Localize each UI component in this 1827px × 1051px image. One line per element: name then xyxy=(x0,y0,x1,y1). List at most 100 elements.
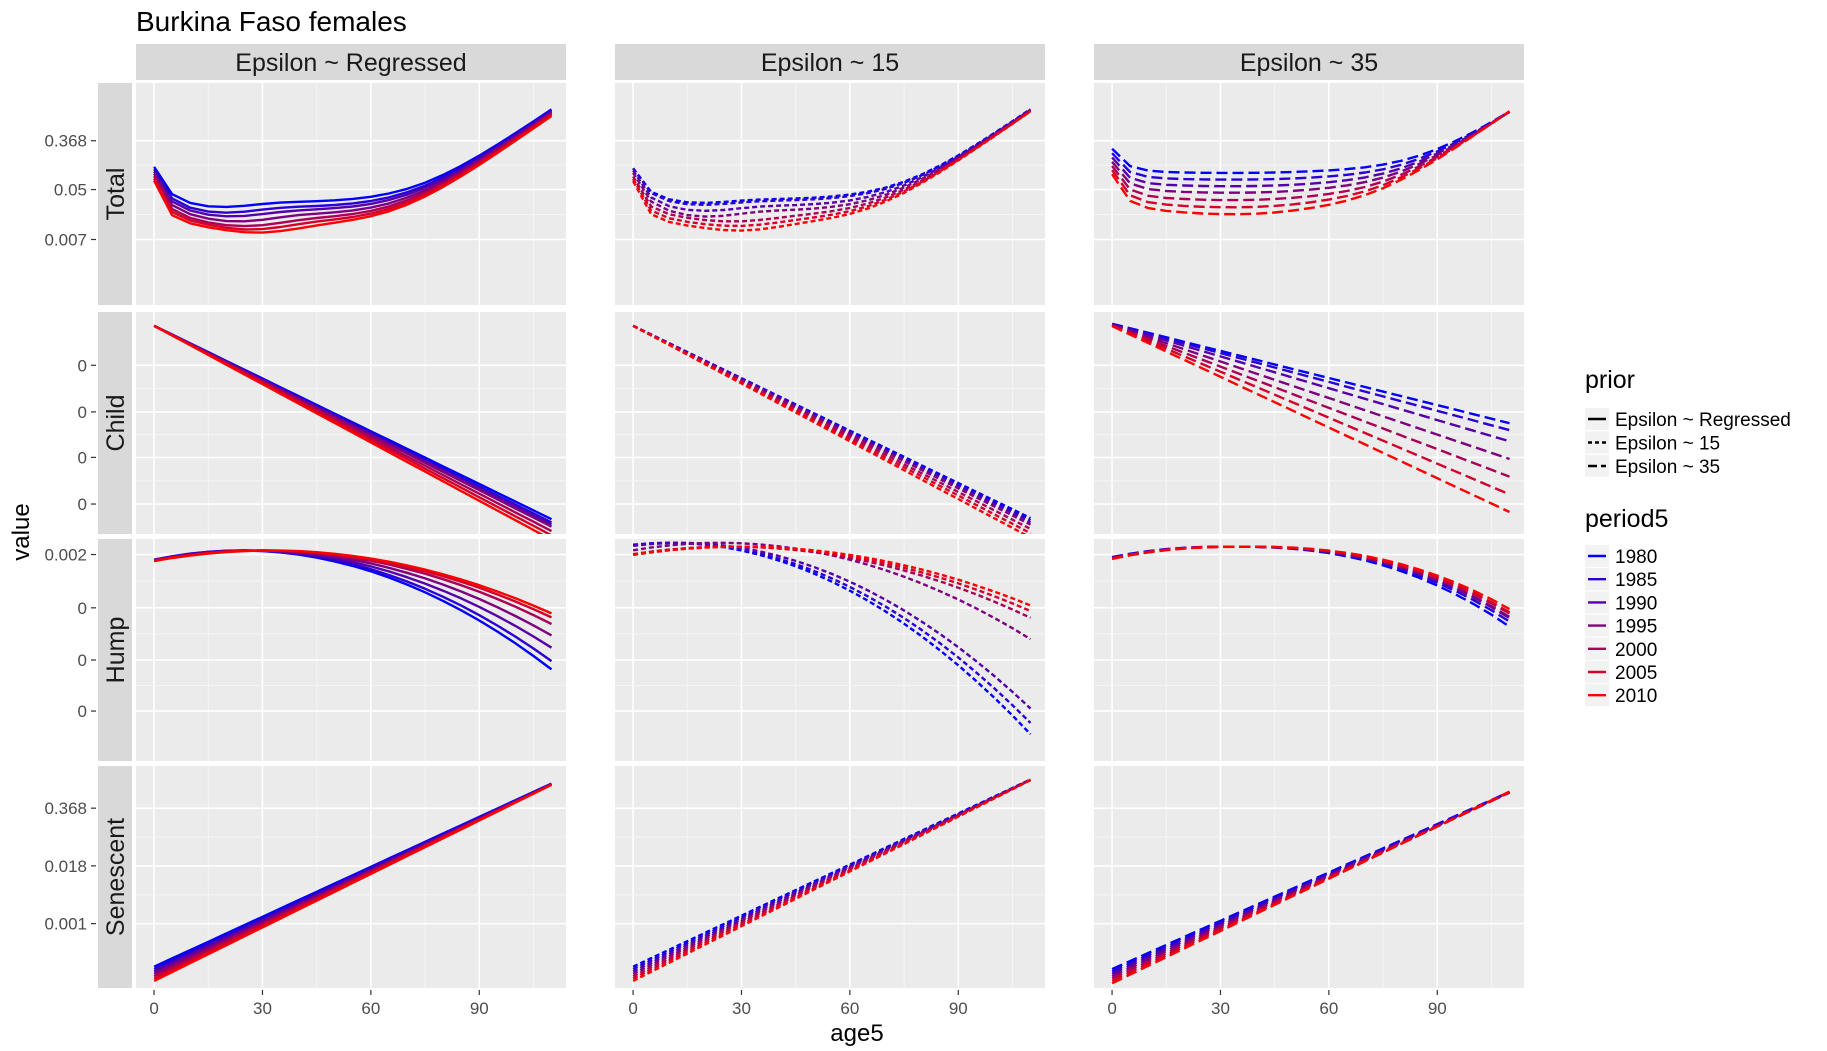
x-tick-label: 30 xyxy=(732,999,751,1018)
panel-background xyxy=(136,539,566,761)
legend-label: 2005 xyxy=(1615,663,1657,684)
y-tick-label: 0 xyxy=(78,495,87,514)
legend-item-epsilon-15: Epsilon ~ 15 xyxy=(1585,431,1720,455)
series-line-1985 xyxy=(1111,323,1510,432)
x-tick-label: 60 xyxy=(1319,999,1338,1018)
x-tick-label: 90 xyxy=(1428,999,1447,1018)
x-axis-epsilon-regressed: 0 30 60 90 xyxy=(149,990,489,1018)
series-line-2010 xyxy=(632,545,1031,607)
panel-hump-epsilon-regressed xyxy=(136,539,566,761)
chart-title: Burkina Faso females xyxy=(136,6,407,37)
series-line-2010 xyxy=(632,324,1027,534)
series-line-2010 xyxy=(632,779,1032,982)
panel-total-epsilon-35 xyxy=(1094,83,1524,305)
panel-hump-epsilon-15 xyxy=(615,539,1045,761)
panel-total-epsilon-15 xyxy=(615,83,1045,305)
series-group xyxy=(1111,322,1511,514)
x-tick-label: 60 xyxy=(840,999,859,1018)
x-tick-label: 90 xyxy=(470,999,489,1018)
x-axis-epsilon-35: 0 30 60 90 xyxy=(1107,990,1447,1018)
legend-label: 2010 xyxy=(1615,686,1657,707)
panel-hump-epsilon-35 xyxy=(1094,539,1524,761)
panel-child-epsilon-35 xyxy=(1094,312,1524,534)
series-line-2005 xyxy=(632,110,1032,228)
x-tick-label: 0 xyxy=(149,999,158,1018)
column-strip-epsilon-35: Epsilon ~ 35 xyxy=(1094,44,1524,80)
panel-child-epsilon-15 xyxy=(615,312,1045,534)
series-line-1990 xyxy=(632,109,1032,213)
x-tick-label: 0 xyxy=(1107,999,1116,1018)
series-line-2005 xyxy=(1111,324,1510,496)
strip-label: Child xyxy=(102,395,130,452)
x-tick-label: 90 xyxy=(949,999,968,1018)
series-line-2010 xyxy=(153,549,552,615)
series-line-2010 xyxy=(153,783,553,982)
series-line-1980 xyxy=(1111,322,1510,425)
series-group xyxy=(632,108,1032,232)
panel-senescent-epsilon-15 xyxy=(615,766,1045,988)
legend-item-epsilon-regressed: Epsilon ~ Regressed xyxy=(1585,408,1791,431)
series-line-1990 xyxy=(1111,323,1510,443)
y-tick-label: 0 xyxy=(78,448,87,467)
series-line-2010 xyxy=(153,115,553,234)
y-tick-label: 0.002 xyxy=(44,546,87,565)
strip-background xyxy=(98,766,132,988)
strip-label: Epsilon ~ 15 xyxy=(761,49,899,77)
legend-item-1980: 1980 xyxy=(1585,545,1657,568)
legend-label: 1980 xyxy=(1615,547,1657,568)
y-tick-label: 0 xyxy=(78,356,87,375)
series-line-1995 xyxy=(1111,110,1511,194)
panel-background xyxy=(136,83,566,305)
series-line-1980 xyxy=(1111,110,1511,175)
series-line-1985 xyxy=(153,109,553,214)
x-tick-label: 30 xyxy=(1211,999,1230,1018)
series-line-2000 xyxy=(1111,324,1510,478)
series-group xyxy=(632,778,1032,982)
legend-label: 1995 xyxy=(1615,617,1657,638)
y-tick-label: 0 xyxy=(78,599,87,618)
legend-label: 1990 xyxy=(1615,593,1657,614)
series-line-2010 xyxy=(1111,110,1511,216)
legend-item-2005: 2005 xyxy=(1585,661,1657,684)
series-line-2005 xyxy=(1111,791,1511,982)
series-line-1985 xyxy=(1111,110,1511,181)
series-group xyxy=(153,782,553,982)
panel-grid: Epsilon ~ Regressed Epsilon ~ 15 Epsilon ~… xyxy=(44,44,1524,1018)
series-line-2010 xyxy=(632,110,1032,232)
legend-title-prior: prior xyxy=(1585,366,1635,394)
strip-background xyxy=(98,539,132,761)
series-group xyxy=(1111,545,1511,628)
legend-item-2000: 2000 xyxy=(1585,637,1657,661)
y-tick-label: 0.001 xyxy=(44,915,87,934)
strip-background xyxy=(1094,44,1524,80)
panel-background xyxy=(615,539,1045,761)
series-group xyxy=(632,324,1032,534)
legend-label: Epsilon ~ 35 xyxy=(1615,457,1720,478)
y-tick-label: 0 xyxy=(78,702,87,721)
y-tick-label: 0.368 xyxy=(44,799,87,818)
series-line-1995 xyxy=(153,111,553,223)
row-strip-total: Total 0.368 0.05 0.007 xyxy=(44,83,132,305)
panel-background xyxy=(1094,539,1524,761)
series-line-1985 xyxy=(1111,791,1510,973)
legend: prior Epsilon ~ Regressed Epsilon ~ 15Epsi… xyxy=(1585,366,1791,707)
panel-background xyxy=(615,83,1045,305)
series-group xyxy=(1111,790,1511,985)
series-line-2010 xyxy=(153,324,544,534)
series-group xyxy=(632,541,1032,736)
series-line-1985 xyxy=(632,108,1032,207)
strip-label: Total xyxy=(102,168,130,221)
x-tick-label: 0 xyxy=(628,999,637,1018)
y-axis-title: value xyxy=(8,503,35,560)
series-line-1990 xyxy=(1111,791,1510,975)
series-line-1980 xyxy=(153,108,553,209)
legend-item-1990: 1990 xyxy=(1585,591,1657,614)
series-line-1995 xyxy=(1111,323,1510,461)
panel-background xyxy=(1094,83,1524,305)
y-tick-label: 0.007 xyxy=(44,231,87,250)
series-group xyxy=(153,108,553,234)
series-line-1990 xyxy=(153,110,553,218)
panel-senescent-epsilon-regressed xyxy=(136,766,566,988)
panel-senescent-epsilon-35 xyxy=(1094,766,1524,988)
